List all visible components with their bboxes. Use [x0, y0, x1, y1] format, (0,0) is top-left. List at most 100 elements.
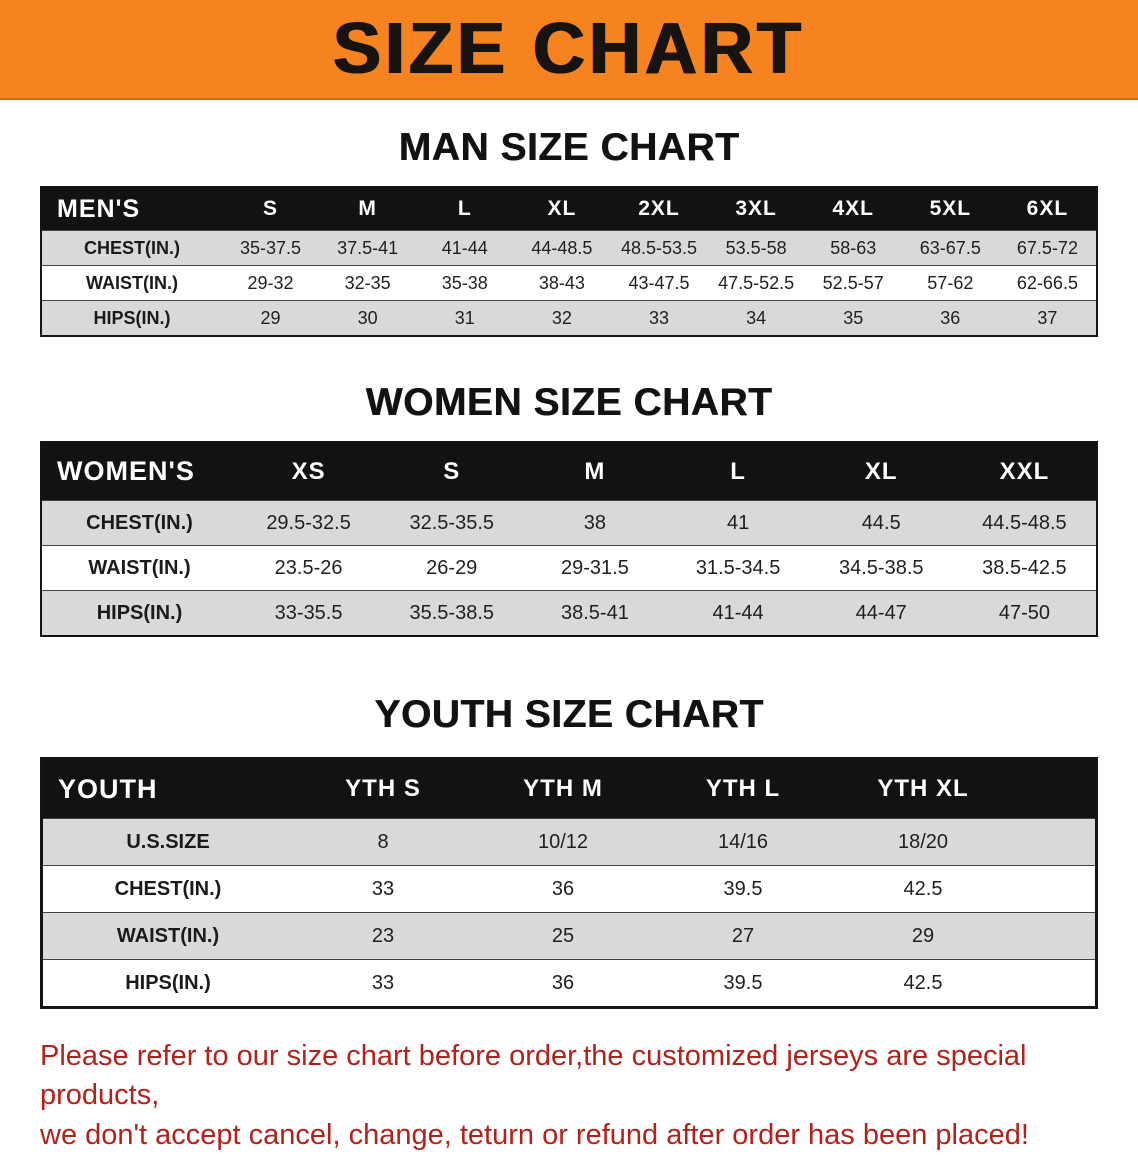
size-value-cell: 62-66.5	[1016, 272, 1078, 293]
size-value-cell: 26-29	[426, 556, 478, 579]
size-value-cell: 44-48.5	[531, 237, 593, 258]
size-value-cell: 38-43	[538, 272, 585, 293]
section-title: YOUTH SIZE CHART	[374, 693, 764, 736]
size-column-header: YTH S	[345, 775, 421, 802]
size-value-cell: 36	[551, 877, 575, 900]
size-value-cell: 29-31.5	[560, 556, 629, 579]
size-value-cell: 67.5-72	[1016, 237, 1078, 258]
size-value-cell: 57-62	[927, 272, 974, 293]
size-value-cell: 10/12	[537, 830, 589, 853]
size-value-cell: 35-37.5	[240, 237, 302, 258]
size-value-cell: 33-35.5	[274, 601, 343, 624]
size-value-cell: 41-44	[441, 237, 488, 258]
table-row: WAIST(IN.) 29-32 32-35 35-38 38-43 43-47.5 47.…	[42, 265, 1096, 300]
size-column-header: L	[457, 197, 472, 220]
size-column-header: YTH L	[705, 775, 781, 802]
table-corner-label: YOUTH	[58, 773, 158, 804]
size-value-cell: 34.5-38.5	[838, 556, 924, 579]
size-value-cell: 35-38	[441, 272, 488, 293]
size-value-cell: 32.5-35.5	[409, 511, 494, 534]
size-column-header: XL	[864, 457, 898, 485]
disclaimer: Please refer to our size chart before or…	[40, 1037, 1098, 1155]
size-chart-section: WOMEN SIZE CHART WOMEN'S XS S M L XL XXL CHEST(I…	[0, 381, 1138, 637]
size-column-header: 2XL	[638, 197, 680, 220]
size-value-cell: 27	[731, 924, 755, 947]
size-value-cell: 38.5-42.5	[982, 556, 1067, 579]
size-value-cell: 41	[726, 511, 750, 534]
size-table: YOUTH YTH S YTH M YTH L YTH XL U.S.SIZE 8 10/12…	[40, 757, 1098, 1009]
size-value-cell: 33	[371, 971, 395, 994]
table-row: WAIST(IN.) 23.5-26 26-29 29-31.5 31.5-34.5 34…	[42, 545, 1096, 590]
table-header-row: MEN'S S M L XL 2XL 3XL 4XL 5XL 6XL	[42, 188, 1096, 230]
size-value-cell: 63-67.5	[919, 237, 981, 258]
size-value-cell: 37.5-41	[337, 237, 399, 258]
table-corner-label: MEN'S	[57, 194, 141, 223]
size-value-cell: 8	[377, 830, 389, 853]
disclaimer-line-2: we don't accept cancel, change, teturn o…	[40, 1118, 1029, 1151]
size-table: WOMEN'S XS S M L XL XXL CHEST(IN.) 29.5-32.5 32.5…	[40, 441, 1098, 637]
table-row: HIPS(IN.) 29 30 31 32 33 34 35 36 37	[42, 300, 1096, 335]
table-row: WAIST(IN.) 23 25 27 29	[43, 912, 1095, 959]
size-value-cell: 43-47.5	[628, 272, 690, 293]
size-value-cell: 33	[371, 877, 395, 900]
size-value-cell: 29.5-32.5	[266, 511, 351, 534]
section-title: MAN SIZE CHART	[398, 126, 740, 169]
size-column-header: 6XL	[1026, 197, 1069, 220]
size-chart-section: YOUTH SIZE CHART YOUTH YTH S YTH M YTH L YTH …	[0, 693, 1138, 1009]
measure-label: WAIST(IN.)	[86, 272, 178, 293]
measure-label: HIPS(IN.)	[96, 601, 183, 624]
size-value-cell: 35	[843, 307, 864, 328]
size-value-cell: 42.5	[903, 971, 943, 994]
measure-label: WAIST(IN.)	[88, 556, 191, 579]
size-column-header: M	[358, 197, 377, 220]
size-value-cell: 38.5-41	[560, 601, 629, 624]
size-value-cell: 47-50	[998, 601, 1050, 624]
size-value-cell: 36	[551, 971, 575, 994]
table-row: CHEST(IN.) 29.5-32.5 32.5-35.5 38 41 44.5 44.5…	[42, 500, 1096, 545]
size-value-cell: 25	[551, 924, 575, 947]
size-column-header: L	[730, 457, 746, 485]
size-value-cell: 33	[648, 307, 669, 328]
size-column-header: S	[443, 457, 461, 485]
measure-label: HIPS(IN.)	[93, 307, 171, 328]
size-value-cell: 29-32	[247, 272, 294, 293]
size-column-header: YTH XL	[877, 775, 969, 802]
size-value-cell: 36	[940, 307, 961, 328]
measure-label: HIPS(IN.)	[125, 971, 211, 994]
size-value-cell: 47.5-52.5	[718, 272, 795, 293]
size-column-header: XL	[547, 197, 577, 220]
size-value-cell: 29	[260, 307, 281, 328]
size-value-cell: 38	[583, 511, 607, 534]
table-row: HIPS(IN.) 33-35.5 35.5-38.5 38.5-41 41-44 44-…	[42, 590, 1096, 635]
table-header-row: WOMEN'S XS S M L XL XXL	[42, 443, 1096, 500]
size-value-cell: 23.5-26	[274, 556, 343, 579]
table-row: CHEST(IN.) 33 36 39.5 42.5	[43, 865, 1095, 912]
page-title: SIZE CHART	[333, 9, 805, 89]
size-table: MEN'S S M L XL 2XL 3XL 4XL 5XL 6XL CHEST(IN.) 35-37…	[40, 186, 1098, 337]
table-row: HIPS(IN.) 33 36 39.5 42.5	[43, 959, 1095, 1006]
section-title: WOMEN SIZE CHART	[365, 381, 773, 424]
size-value-cell: 18/20	[897, 830, 949, 853]
size-column-header: XXL	[999, 457, 1050, 485]
size-value-cell: 37	[1037, 307, 1058, 328]
size-value-cell: 58-63	[830, 237, 877, 258]
measure-label: U.S.SIZE	[126, 830, 210, 853]
measure-label: CHEST(IN.)	[86, 511, 193, 534]
size-value-cell: 32	[551, 307, 572, 328]
size-value-cell: 44.5	[861, 511, 901, 534]
size-value-cell: 48.5-53.5	[620, 237, 698, 258]
size-column-header: S	[263, 197, 279, 220]
measure-label: CHEST(IN.)	[84, 237, 180, 258]
size-chart-section: MAN SIZE CHART MEN'S S M L XL 2XL 3XL 4XL 5XL 6XL C…	[0, 126, 1138, 337]
size-value-cell: 31.5-34.5	[695, 556, 781, 579]
size-value-cell: 41-44	[712, 601, 764, 624]
size-tables-container: MAN SIZE CHART MEN'S S M L XL 2XL 3XL 4XL 5XL 6XL C…	[0, 126, 1138, 1009]
size-value-cell: 44-47	[855, 601, 907, 624]
size-column-header: M	[584, 457, 606, 485]
measure-label: CHEST(IN.)	[114, 877, 222, 900]
size-column-header: XS	[291, 457, 326, 485]
size-value-cell: 39.5	[723, 971, 763, 994]
size-column-header: 5XL	[929, 197, 972, 220]
size-value-cell: 42.5	[903, 877, 943, 900]
